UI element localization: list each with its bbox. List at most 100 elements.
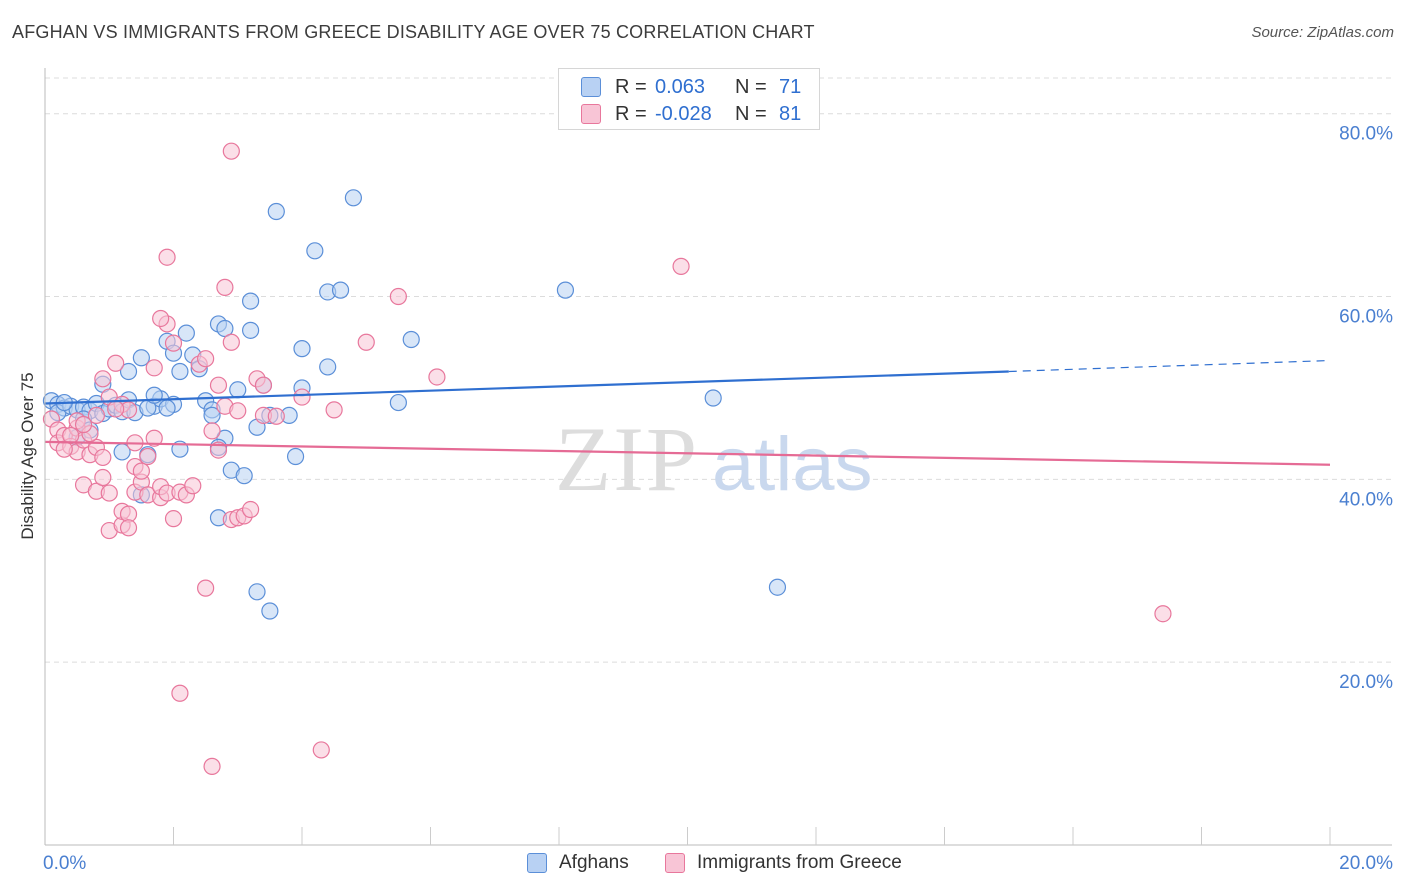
legend-label-afghans: Afghans [559,852,629,873]
data-point-afghans [158,399,176,417]
data-point-greece [100,484,118,502]
data-point-greece [139,447,157,466]
data-point-greece [171,684,189,702]
data-point-afghans [306,242,324,260]
data-point-greece [74,415,93,434]
data-point-afghans [556,281,575,299]
legend-label-greece: Immigrants from Greece [697,852,902,873]
axis-layer: 20.0% 40.0% 60.0% 80.0% 0.0% 20.0% [43,68,1393,874]
y-tick-label: 60.0% [1339,307,1393,328]
legend-swatch-afghans [527,853,547,873]
data-point-afghans [389,393,407,412]
data-point-afghans [235,467,253,485]
data-point-greece [94,370,112,388]
data-point-greece [312,741,330,759]
data-point-greece [197,579,215,597]
data-point-afghans [402,330,420,349]
x-tick-label: 0.0% [43,853,86,874]
data-point-greece [145,429,163,447]
legend-row-afghans: R = 0.063 N = 71 [581,75,801,99]
data-point-greece [87,406,106,424]
data-point-greece [62,426,80,445]
data-point-greece [145,359,163,377]
legend-swatch-greece [581,104,601,124]
points-layer [42,142,1172,775]
legend-swatch-afghans [581,77,601,97]
data-point-greece [203,422,221,440]
data-point-afghans [344,189,362,207]
data-point-greece [203,757,221,775]
data-point-afghans [267,202,285,221]
legend-row-greece: R = -0.028 N = 81 [581,102,801,126]
source-label: Source: ZipAtlas.com [1251,24,1394,41]
data-point-greece [254,376,273,394]
watermark: ZIP atlas [555,408,873,510]
legend-r-label: R = [615,102,647,125]
y-tick-label: 20.0% [1339,672,1393,693]
data-point-afghans [319,358,337,376]
data-point-greece [1154,605,1172,623]
trend-layer [44,359,1331,466]
legend-n-label: N = [735,75,767,98]
data-point-greece [672,257,690,275]
data-point-greece [94,468,112,487]
legend-r-value-afghans: 0.063 [655,75,706,98]
data-point-greece [428,368,446,386]
data-point-greece [164,334,183,352]
grid-layer [45,77,1392,663]
trend-line-greece [44,440,1331,466]
data-point-greece [267,407,285,425]
legend-r-label: R = [615,75,647,98]
data-point-greece [158,248,176,266]
legend-item-greece[interactable]: Immigrants from Greece [665,852,902,874]
data-point-afghans [132,349,150,367]
chart-title: AFGHAN VS IMMIGRANTS FROM GREECE DISABIL… [12,22,815,42]
data-point-greece [164,510,183,528]
data-point-afghans [331,281,350,299]
data-point-afghans [119,362,138,381]
legend-n-value-greece: 81 [779,102,802,125]
data-point-afghans [242,292,260,310]
data-point-afghans [768,578,787,596]
data-point-greece [229,402,247,420]
data-point-afghans [261,602,279,620]
data-point-afghans [242,321,260,339]
data-point-greece [293,388,311,406]
data-point-afghans [286,447,305,466]
data-point-greece [152,309,170,328]
legend-r-value-greece: -0.028 [655,102,712,125]
stats-legend: R = 0.063 N = 71 R = -0.028 N = 81 [558,68,820,130]
data-point-afghans [293,340,311,358]
data-point-greece [325,401,343,419]
data-point-afghans [229,381,247,399]
data-point-greece [132,462,150,480]
legend-n-label: N = [735,102,767,125]
data-point-greece [216,278,234,296]
series-legend: Afghans Immigrants from Greece [0,852,1406,876]
data-point-greece [209,376,228,394]
data-point-greece [94,448,112,467]
data-point-greece [222,142,240,160]
data-point-greece [222,333,240,351]
data-point-greece [107,400,125,418]
y-tick-label: 40.0% [1339,489,1393,510]
legend-n-value-afghans: 71 [779,75,802,98]
legend-item-afghans[interactable]: Afghans [527,852,629,874]
data-point-greece [184,477,202,495]
x-tick-label: 20.0% [1339,853,1393,874]
data-point-afghans [171,362,189,381]
data-point-greece [197,350,215,368]
data-point-greece [242,500,260,519]
trend-line-afghans [44,370,1009,405]
data-point-greece [357,333,375,351]
data-point-greece [119,519,138,537]
data-point-greece [389,287,407,306]
data-point-afghans [704,389,722,407]
watermark-atlas: atlas [712,422,873,507]
data-point-greece [107,354,125,372]
y-tick-label: 80.0% [1339,124,1393,145]
data-point-afghans [177,324,195,342]
legend-swatch-greece [665,853,685,873]
data-point-afghans [248,583,266,601]
